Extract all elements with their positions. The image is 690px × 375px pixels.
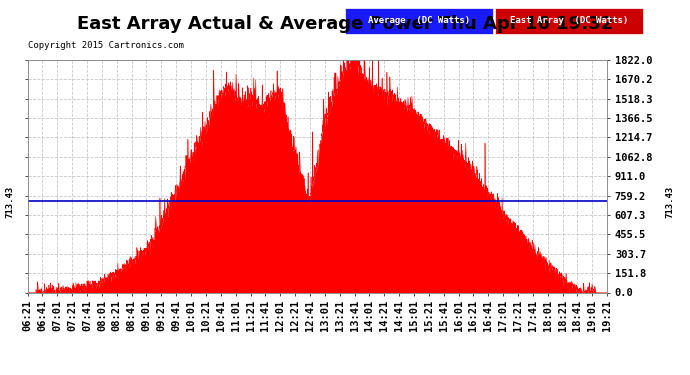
Text: 713.43: 713.43: [6, 185, 14, 218]
Text: Average  (DC Watts): Average (DC Watts): [368, 16, 471, 25]
Text: Copyright 2015 Cartronics.com: Copyright 2015 Cartronics.com: [28, 41, 184, 50]
Text: East Array Actual & Average Power Thu Apr 16 19:32: East Array Actual & Average Power Thu Ap…: [77, 15, 613, 33]
Text: East Array  (DC Watts): East Array (DC Watts): [510, 16, 628, 25]
Text: 713.43: 713.43: [666, 185, 675, 218]
